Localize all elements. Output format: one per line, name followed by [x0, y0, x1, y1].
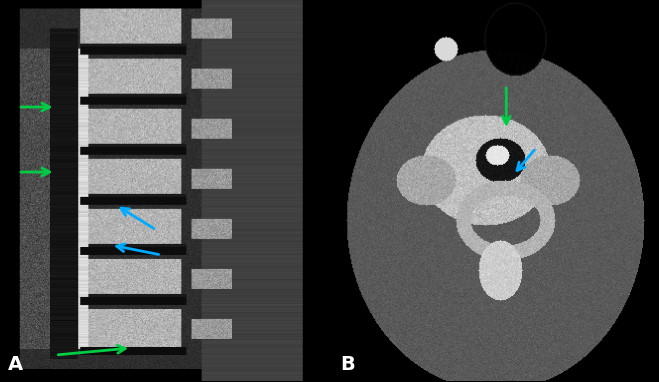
- Text: B: B: [341, 355, 355, 374]
- Text: A: A: [8, 355, 23, 374]
